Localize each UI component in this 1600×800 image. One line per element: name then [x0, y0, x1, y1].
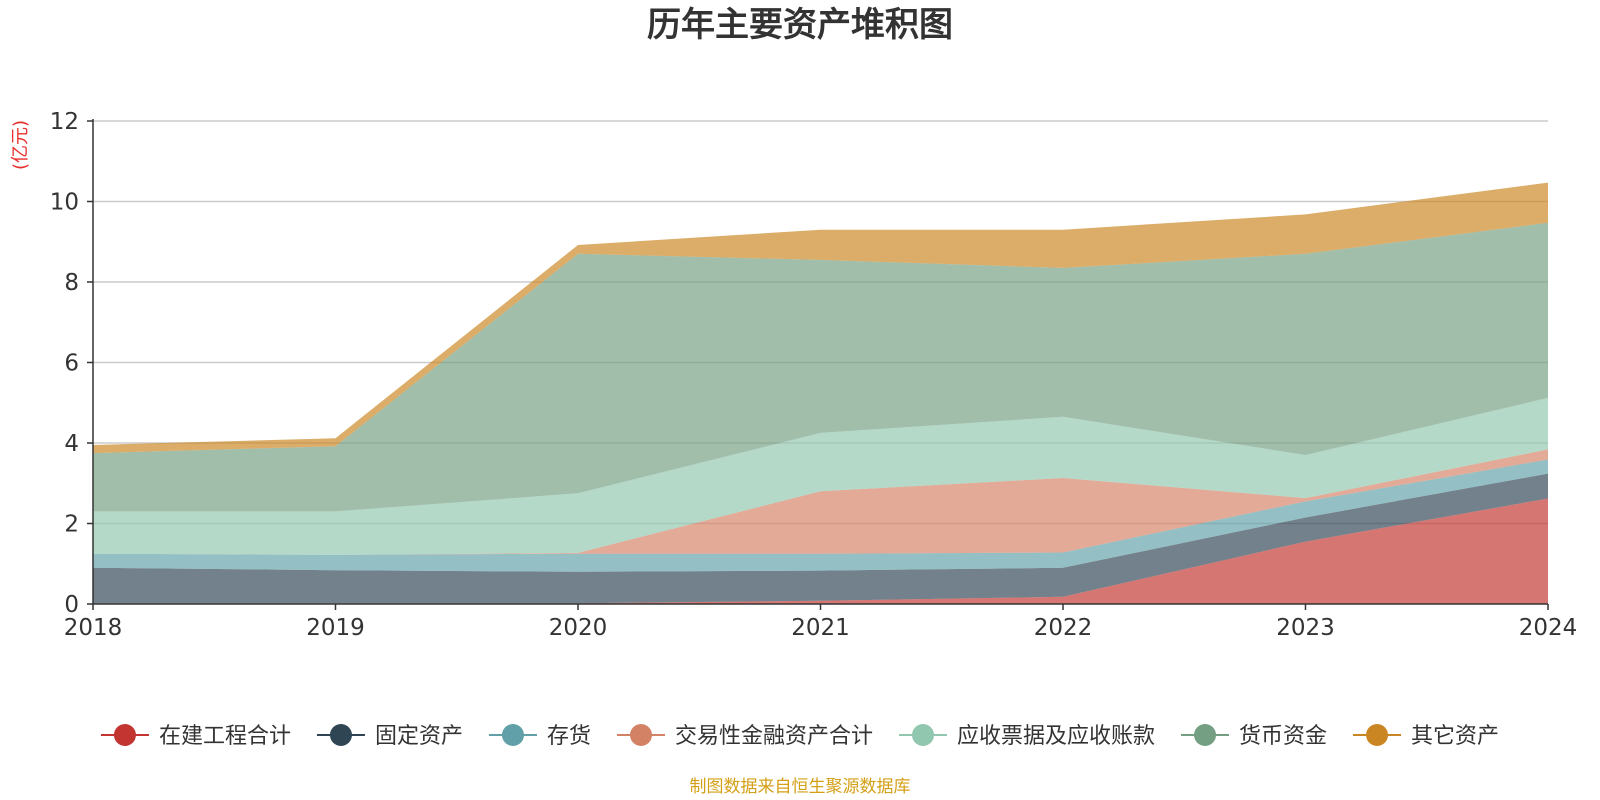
legend-marker [329, 724, 352, 746]
stacked-areas [93, 182, 1548, 605]
x-tick-label: 2023 [1276, 615, 1335, 641]
legend-label: 货币资金 [1239, 724, 1327, 749]
legend-label: 固定资产 [375, 724, 463, 749]
legend-marker [629, 724, 652, 746]
y-tick-label: 2 [64, 512, 79, 538]
legend-item[interactable]: 应收票据及应收账款 [899, 724, 1155, 749]
legend: 在建工程合计 固定资产 存货 交易性金融资产合计 应收票据及应收账款 货币资金 其它资产 [100, 724, 1499, 749]
y-tick-label: 10 [50, 190, 79, 216]
chart-title: 历年主要资产堆积图 [647, 5, 953, 45]
area-series[interactable] [93, 498, 1548, 605]
y-tick-label: 0 [64, 592, 79, 618]
x-tick-label: 2022 [1034, 615, 1093, 641]
y-tick-label: 4 [64, 431, 79, 457]
area-series[interactable] [93, 397, 1548, 555]
x-tick-label: 2024 [1519, 615, 1578, 641]
legend-item[interactable]: 货币资金 [1181, 724, 1327, 749]
legend-label: 交易性金融资产合计 [675, 724, 873, 749]
legend-marker [113, 724, 136, 746]
legend-item[interactable]: 其它资产 [1353, 724, 1499, 749]
y-tick-label: 6 [64, 351, 79, 377]
legend-item[interactable]: 交易性金融资产合计 [616, 724, 873, 749]
area-series[interactable] [93, 222, 1548, 512]
legend-item[interactable]: 存货 [488, 724, 591, 749]
y-tick-label: 8 [64, 270, 79, 296]
x-tick-label: 2021 [791, 615, 850, 641]
legend-marker [1194, 724, 1217, 746]
area-series[interactable] [93, 182, 1548, 454]
y-axis-unit: (亿元) [10, 120, 31, 170]
legend-marker [912, 724, 935, 746]
area-series[interactable] [93, 459, 1548, 572]
legend-label: 存货 [547, 724, 591, 749]
legend-item[interactable]: 在建工程合计 [100, 724, 291, 749]
legend-marker [501, 724, 524, 746]
axes: 0 2 4 6 8 10 12 2018 2019 2020 2021 2022 2023 2024 [50, 109, 1578, 641]
legend-label: 在建工程合计 [159, 724, 291, 749]
y-tick-label: 12 [50, 109, 79, 135]
legend-item[interactable]: 固定资产 [316, 724, 463, 749]
x-tick-label: 2020 [549, 615, 608, 641]
data-source-note: 制图数据来自恒生聚源数据库 [690, 777, 911, 797]
legend-label: 应收票据及应收账款 [957, 724, 1155, 749]
area-series[interactable] [93, 473, 1548, 604]
legend-label: 其它资产 [1411, 724, 1499, 749]
legend-marker [1366, 724, 1389, 746]
x-tick-label: 2018 [64, 615, 123, 641]
x-tick-label: 2019 [306, 615, 365, 641]
area-series[interactable] [93, 449, 1548, 555]
